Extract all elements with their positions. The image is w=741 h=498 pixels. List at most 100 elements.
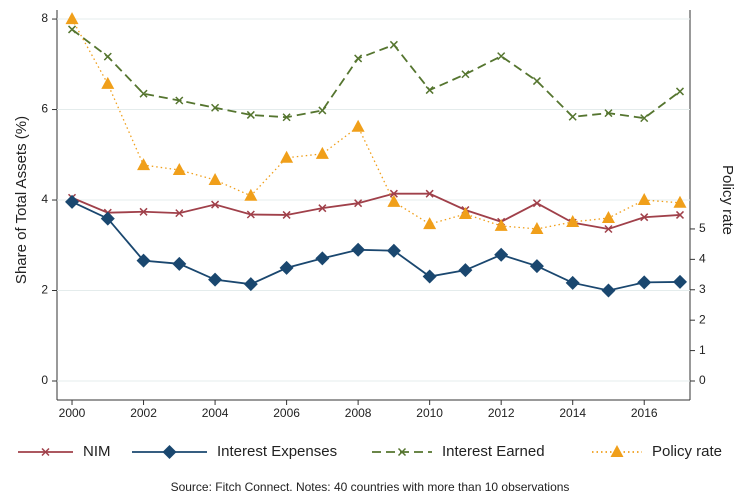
x-tick-label: 2004 <box>202 406 229 420</box>
series-line <box>71 192 681 230</box>
marker <box>279 260 294 275</box>
marker <box>211 200 220 209</box>
marker <box>425 189 434 198</box>
marker <box>211 103 220 112</box>
marker <box>461 70 470 79</box>
marker <box>601 211 615 223</box>
marker <box>139 89 148 98</box>
y2-tick-label: 0 <box>699 373 706 387</box>
marker <box>530 221 544 234</box>
x-tick-label: 2014 <box>559 406 586 420</box>
legend-item: Interest Expenses <box>132 443 337 460</box>
marker <box>244 188 258 201</box>
x-tick-label: 2010 <box>416 406 443 420</box>
marker <box>137 158 151 171</box>
marker <box>458 207 472 220</box>
legend-item: Policy rate <box>592 443 722 460</box>
x-tick-label: 2016 <box>631 406 658 420</box>
y2-axis-label: Policy rate <box>719 165 736 235</box>
legend-label: Policy rate <box>652 443 722 460</box>
y2-tick-label: 3 <box>699 282 706 296</box>
marker <box>675 87 685 96</box>
marker <box>136 253 151 268</box>
marker <box>101 76 115 89</box>
marker <box>246 210 255 219</box>
y-axis-label: Share of Total Assets (%) <box>13 116 30 284</box>
marker <box>529 259 544 274</box>
marker <box>172 256 187 271</box>
marker <box>243 277 258 292</box>
legend-item: NIM <box>18 443 111 460</box>
marker <box>139 207 148 216</box>
marker <box>246 110 255 119</box>
legend-label: NIM <box>83 443 111 460</box>
marker <box>637 275 652 290</box>
marker <box>565 275 580 290</box>
y-tick-label: 4 <box>41 192 48 206</box>
marker <box>282 210 291 219</box>
legend-label: Interest Expenses <box>217 443 337 460</box>
x-tick-label: 2008 <box>345 406 372 420</box>
marker <box>494 218 508 231</box>
marker <box>318 106 327 115</box>
marker <box>568 112 577 121</box>
marker <box>315 146 329 159</box>
y2-tick-label: 5 <box>699 221 706 235</box>
marker <box>172 162 186 175</box>
y2-tick-label: 4 <box>699 252 706 266</box>
marker <box>100 211 115 226</box>
marker <box>610 445 624 457</box>
marker <box>351 242 366 257</box>
marker <box>354 54 363 63</box>
marker <box>315 251 330 266</box>
marker <box>675 210 685 219</box>
marker <box>387 194 401 207</box>
marker <box>162 445 177 459</box>
marker <box>532 199 541 208</box>
marker <box>601 283 616 298</box>
marker <box>208 172 222 185</box>
marker <box>351 119 365 132</box>
marker <box>604 224 613 234</box>
marker <box>389 40 398 49</box>
x-tick-label: 2002 <box>130 406 157 420</box>
marker <box>175 209 184 218</box>
marker <box>640 114 649 123</box>
marker <box>497 52 506 61</box>
marker <box>640 213 649 222</box>
marker <box>65 194 80 209</box>
y-tick-label: 0 <box>41 373 48 387</box>
marker <box>458 263 473 278</box>
marker <box>494 247 509 262</box>
marker <box>532 77 541 86</box>
y2-tick-label: 2 <box>699 312 706 326</box>
marker <box>637 193 651 206</box>
marker <box>386 243 401 258</box>
marker <box>354 199 363 208</box>
source-note: Source: Fitch Connect. Notes: 40 countri… <box>171 480 570 494</box>
y-tick-label: 8 <box>41 11 48 25</box>
marker <box>422 269 437 284</box>
marker <box>425 86 434 95</box>
marker <box>672 274 687 289</box>
legend-item: Interest Earned <box>372 443 545 460</box>
marker <box>103 52 112 61</box>
marker <box>389 189 398 198</box>
marker <box>566 214 580 227</box>
marker <box>282 113 291 122</box>
x-tick-label: 2000 <box>59 406 86 420</box>
y-tick-label: 6 <box>41 102 48 116</box>
x-tick-label: 2006 <box>273 406 300 420</box>
marker <box>41 447 50 457</box>
marker <box>175 96 184 105</box>
series-line <box>71 28 681 120</box>
marker <box>65 12 79 25</box>
marker <box>208 272 223 287</box>
marker <box>604 109 613 118</box>
marker <box>280 150 294 163</box>
x-tick-label: 2012 <box>488 406 515 420</box>
y-tick-label: 2 <box>41 283 48 297</box>
legend-label: Interest Earned <box>442 443 545 460</box>
